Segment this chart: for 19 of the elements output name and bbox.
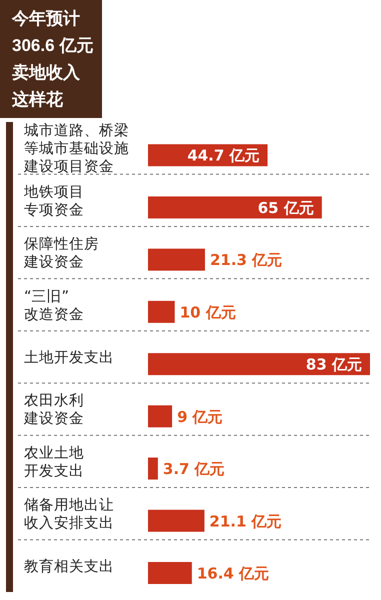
data-label: 21.3 亿元 [210, 251, 282, 270]
data-label: 9 亿元 [177, 408, 223, 426]
y-tick-label: 土地开发支出 [24, 349, 114, 366]
y-tick-label: 城市道路、桥梁等城市基础设施建设项目资金 [23, 122, 129, 176]
y-tick-label: 保障性住房建设资金 [23, 236, 99, 271]
data-label: 10 亿元 [180, 303, 236, 322]
y-tick-label: 地铁项目专项资金 [23, 183, 84, 218]
data-label: 83 亿元 [306, 356, 362, 374]
chart-title: 今年预计306.6 亿元卖地收入这样花 [11, 9, 94, 109]
data-label: 16.4 亿元 [196, 564, 270, 582]
y-tick-label: 农业土地开发支出 [24, 444, 84, 480]
y-tick-label: 教育相关支出 [24, 558, 114, 575]
y-tick-label: 储备用地出让收入安排支出 [24, 496, 114, 532]
data-label: 21.1 亿元 [209, 512, 282, 530]
y-tick-label: 农田水利建设资金 [23, 392, 84, 428]
y-tick-label: “三旧”改造资金 [24, 288, 84, 323]
data-label: 65 亿元 [258, 198, 314, 217]
data-label: 44.7 亿元 [187, 146, 260, 165]
data-label: 3.7 亿元 [162, 460, 225, 478]
